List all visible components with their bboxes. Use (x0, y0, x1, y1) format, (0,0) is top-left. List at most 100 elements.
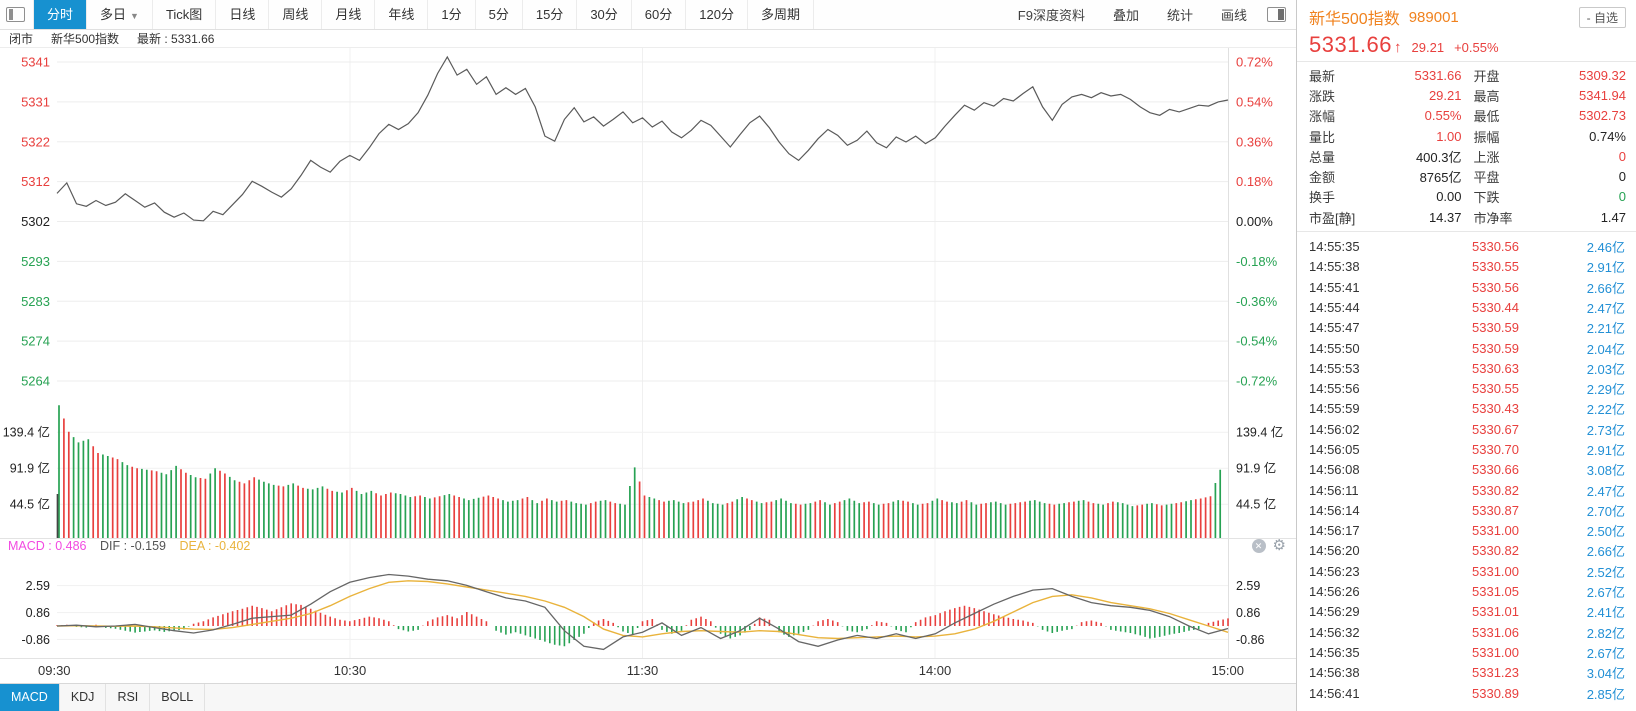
tick-time: 14:55:59 (1309, 401, 1360, 417)
watchlist-remove-button[interactable]: - 自选 (1578, 6, 1626, 28)
quote-field-label: 最新 (1309, 68, 1336, 84)
svg-text:44.5 亿: 44.5 亿 (10, 497, 50, 512)
svg-text:-0.18%: -0.18% (1236, 254, 1278, 269)
svg-text:139.4 亿: 139.4 亿 (3, 425, 50, 440)
tick-price: 5330.63 (1472, 360, 1519, 376)
indicator-settings-gear-icon[interactable]: ⚙ (1272, 537, 1286, 554)
tick-volume: 2.70亿 (1586, 503, 1625, 519)
tick-row[interactable]: 14:55:59 5330.43 2.22亿 (1309, 399, 1625, 419)
quote-row: 换手 0.00 下跌 0 (1309, 187, 1626, 207)
tick-row[interactable]: 14:56:41 5330.89 2.85亿 (1309, 683, 1625, 703)
quote-detail-grid: 最新 5331.66 开盘 5309.32 涨跌 29.21 最高 5341.94 涨幅 0.55… (1297, 61, 1636, 229)
tick-row[interactable]: 14:56:14 5330.87 2.70亿 (1309, 500, 1625, 520)
quote-cell: 市盈[静] 14.37 (1309, 208, 1462, 227)
tick-row[interactable]: 14:56:11 5330.82 2.47亿 (1309, 480, 1625, 500)
period-tab-120分[interactable]: 120分 (686, 0, 748, 29)
tick-volume: 2.47亿 (1586, 300, 1625, 316)
period-tab-分时[interactable]: 分时 (33, 0, 88, 29)
tick-row[interactable]: 14:55:53 5330.63 2.03亿 (1309, 358, 1625, 378)
quote-cell: 涨跌 29.21 (1309, 86, 1462, 105)
market-state: 闭市 (9, 32, 34, 46)
toolbar-link-画线[interactable]: 画线 (1220, 8, 1247, 23)
tick-row[interactable]: 14:56:17 5331.00 2.50亿 (1309, 521, 1625, 541)
tick-row[interactable]: 14:55:35 5330.56 2.46亿 (1309, 236, 1625, 256)
indicator-tab-MACD[interactable]: MACD (0, 684, 60, 711)
svg-text:44.5 亿: 44.5 亿 (1236, 497, 1276, 512)
tick-row[interactable]: 14:55:47 5330.59 2.21亿 (1309, 318, 1625, 338)
tick-volume: 3.08亿 (1586, 463, 1625, 479)
tick-row[interactable]: 14:56:05 5330.70 2.91亿 (1309, 439, 1625, 459)
quote-cell: 平盘 0 (1474, 167, 1627, 186)
period-tab-1分[interactable]: 1分 (428, 0, 476, 29)
period-tab-多周期[interactable]: 多周期 (748, 0, 814, 29)
svg-text:15:00: 15:00 (1211, 663, 1244, 678)
intraday-chart[interactable]: 5341 0.72% 5331 0.54% 5322 0.36% 5312 0.18% 5302… (0, 48, 1296, 683)
tick-time: 14:56:17 (1309, 523, 1360, 539)
tick-row[interactable]: 14:56:32 5331.06 2.82亿 (1309, 622, 1625, 642)
tick-row[interactable]: 14:55:41 5330.56 2.66亿 (1309, 277, 1625, 297)
tick-volume: 2.46亿 (1586, 240, 1625, 256)
tick-row[interactable]: 14:56:38 5331.23 3.04亿 (1309, 663, 1625, 683)
period-tab-日线[interactable]: 日线 (216, 0, 270, 29)
tick-volume: 2.67亿 (1586, 645, 1625, 661)
period-tab-30分[interactable]: 30分 (577, 0, 632, 29)
quote-cell: 下跌 0 (1474, 187, 1627, 206)
quote-field-label: 市净率 (1473, 210, 1513, 226)
svg-text:91.9 亿: 91.9 亿 (10, 461, 50, 476)
tick-row[interactable]: 14:56:29 5331.01 2.41亿 (1309, 602, 1625, 622)
tick-row[interactable]: 14:56:08 5330.66 3.08亿 (1309, 460, 1625, 480)
tick-volume: 2.91亿 (1586, 442, 1625, 458)
tick-row[interactable]: 14:56:02 5330.67 2.73亿 (1309, 419, 1625, 439)
tick-row[interactable]: 14:55:56 5330.55 2.29亿 (1309, 378, 1625, 398)
layout-toggle-right-icon[interactable] (1267, 7, 1286, 22)
tick-row[interactable]: 14:56:26 5331.05 2.67亿 (1309, 581, 1625, 601)
toolbar-link-叠加[interactable]: 叠加 (1112, 8, 1139, 23)
period-tab-月线[interactable]: 月线 (322, 0, 376, 29)
tick-time: 14:56:20 (1309, 543, 1360, 559)
quote-field-label: 量比 (1309, 129, 1336, 145)
tick-price: 5330.56 (1472, 239, 1519, 255)
layout-toggle-left-icon[interactable] (6, 7, 25, 22)
svg-text:11:30: 11:30 (627, 663, 659, 678)
tick-volume: 3.04亿 (1586, 666, 1625, 682)
tick-row[interactable]: 14:55:50 5330.59 2.04亿 (1309, 338, 1625, 358)
tick-row[interactable]: 14:55:44 5330.44 2.47亿 (1309, 297, 1625, 317)
svg-text:5274: 5274 (21, 334, 50, 349)
tick-row[interactable]: 14:56:20 5330.82 2.66亿 (1309, 541, 1625, 561)
period-tab-5分[interactable]: 5分 (476, 0, 523, 29)
indicator-tab-BOLL[interactable]: BOLL (150, 684, 206, 711)
indicator-tab-RSI[interactable]: RSI (106, 684, 151, 711)
svg-text:5264: 5264 (21, 374, 50, 389)
toolbar-link-统计[interactable]: 统计 (1166, 8, 1193, 23)
quote-field-value: 0.74% (1589, 128, 1626, 144)
period-tab-15分[interactable]: 15分 (523, 0, 578, 29)
svg-text:-0.86: -0.86 (1236, 633, 1265, 647)
period-tab-周线[interactable]: 周线 (269, 0, 323, 29)
quote-field-value: 5331.66 (1414, 67, 1462, 83)
quote-field-value: 5309.32 (1579, 67, 1626, 83)
tick-row[interactable]: 14:55:38 5330.55 2.91亿 (1309, 257, 1625, 277)
period-tab-多日[interactable]: 多日 ▼ (87, 0, 153, 29)
period-tab-年线[interactable]: 年线 (375, 0, 429, 29)
svg-text:5331: 5331 (21, 94, 50, 109)
tick-price: 5330.55 (1472, 259, 1519, 275)
tick-row[interactable]: 14:56:23 5331.00 2.52亿 (1309, 561, 1625, 581)
tick-price: 5330.67 (1472, 421, 1519, 437)
quote-row: 最新 5331.66 开盘 5309.32 (1309, 65, 1626, 85)
quote-field-label: 涨跌 (1309, 88, 1336, 104)
period-tab-60分[interactable]: 60分 (632, 0, 687, 29)
indicator-tab-KDJ[interactable]: KDJ (60, 684, 107, 711)
time-and-sales-list[interactable]: 14:55:35 5330.56 2.46亿 14:55:38 5330.55 2.91亿… (1297, 231, 1636, 711)
close-indicator-icon[interactable]: ✕ (1251, 539, 1266, 553)
quote-field-value: 0.00 (1436, 189, 1462, 205)
toolbar-link-F9深度资料[interactable]: F9深度资料 (1017, 8, 1085, 23)
chart-region: 分时 多日 ▼ Tick图 日线 周线 月线 年线 1分 5分 15分 30分 60分 120分 多周期 F… (0, 0, 1297, 711)
tick-row[interactable]: 14:56:35 5331.00 2.67亿 (1309, 642, 1625, 662)
svg-text:-0.72%: -0.72% (1236, 374, 1278, 389)
tick-volume: 2.03亿 (1586, 361, 1625, 377)
tick-price: 5330.66 (1472, 462, 1519, 478)
period-tab-Tick图[interactable]: Tick图 (153, 0, 217, 29)
tick-price: 5331.06 (1472, 624, 1519, 640)
svg-text:91.9 亿: 91.9 亿 (1236, 461, 1276, 476)
